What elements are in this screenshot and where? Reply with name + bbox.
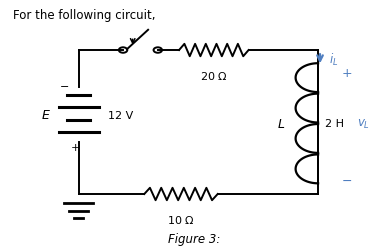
Text: 10 $\Omega$: 10 $\Omega$	[167, 213, 195, 225]
Text: 20 $\Omega$: 20 $\Omega$	[200, 69, 228, 81]
Text: $i_L$: $i_L$	[329, 52, 338, 68]
Text: $v_L$: $v_L$	[357, 117, 370, 130]
Text: For the following circuit,: For the following circuit,	[13, 9, 156, 22]
Text: 2 H: 2 H	[325, 119, 344, 129]
Text: +: +	[342, 66, 352, 80]
Text: $E$: $E$	[41, 109, 51, 122]
Text: $-$: $-$	[342, 173, 352, 186]
Text: Figure 3:: Figure 3:	[168, 232, 221, 245]
Text: $-$: $-$	[59, 79, 69, 89]
Text: $L$: $L$	[277, 117, 285, 130]
Text: $+$: $+$	[70, 142, 81, 153]
Text: 12 V: 12 V	[108, 110, 133, 120]
